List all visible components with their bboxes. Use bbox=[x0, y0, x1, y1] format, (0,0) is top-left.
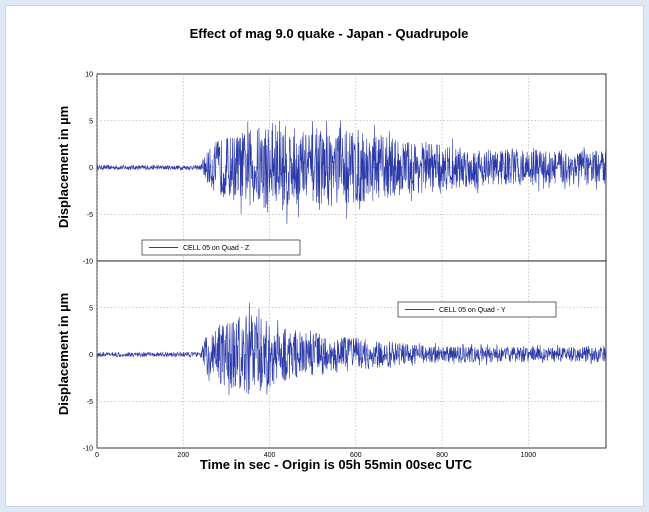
chart-svg: Effect of mag 9.0 quake - Japan - Quadru… bbox=[56, 26, 607, 472]
legend-z-label: CELL 05 on Quad - Z bbox=[183, 245, 250, 252]
top-y-axis-label: Displacement in µm bbox=[56, 106, 71, 228]
y-tick-label: 5 bbox=[89, 118, 93, 125]
legend-y: CELL 05 on Quad - Y bbox=[397, 301, 557, 318]
y-tick-label: -5 bbox=[87, 212, 93, 219]
legend-y-box bbox=[397, 301, 557, 318]
y-tick-label: 0 bbox=[89, 165, 93, 172]
y-tick-label: -10 bbox=[83, 259, 93, 266]
x-tick-label: 800 bbox=[436, 452, 448, 459]
chart-title: Effect of mag 9.0 quake - Japan - Quadru… bbox=[190, 26, 469, 41]
legend-y-label: CELL 05 on Quad - Y bbox=[439, 307, 506, 314]
x-tick-label: 200 bbox=[177, 452, 189, 459]
y-tick-label: 10 bbox=[85, 72, 93, 79]
bottom-panel: 5 0 -5 -10 0 200 400 600 800 1000 Displacement i… bbox=[56, 260, 607, 459]
x-axis-label: Time in sec - Origin is 05h 55min 00sec … bbox=[200, 457, 473, 472]
legend-z-box bbox=[141, 239, 301, 256]
x-tick-label: 600 bbox=[350, 452, 362, 459]
chart-frame: Effect of mag 9.0 quake - Japan - Quadru… bbox=[5, 5, 644, 507]
y-tick-label: 0 bbox=[89, 352, 93, 359]
top-y-ticks: 10 5 0 -5 -10 bbox=[83, 72, 93, 266]
x-ticks: 0 200 400 600 800 1000 bbox=[95, 452, 536, 459]
y-tick-label: -5 bbox=[87, 399, 93, 406]
legend-z: CELL 05 on Quad - Z bbox=[141, 239, 301, 256]
series-line-z bbox=[96, 120, 607, 225]
bottom-y-ticks: 5 0 -5 -10 bbox=[83, 305, 93, 452]
y-tick-label: -10 bbox=[83, 446, 93, 453]
x-tick-label: 1000 bbox=[521, 452, 537, 459]
series-line-y bbox=[96, 302, 607, 396]
x-tick-label: 400 bbox=[264, 452, 276, 459]
top-panel: 10 5 0 -5 -10 Displacement in µm CELL 05 on … bbox=[56, 72, 607, 266]
bottom-y-axis-label: Displacement in µm bbox=[56, 293, 71, 415]
y-tick-label: 5 bbox=[89, 305, 93, 312]
x-tick-label: 0 bbox=[95, 452, 99, 459]
